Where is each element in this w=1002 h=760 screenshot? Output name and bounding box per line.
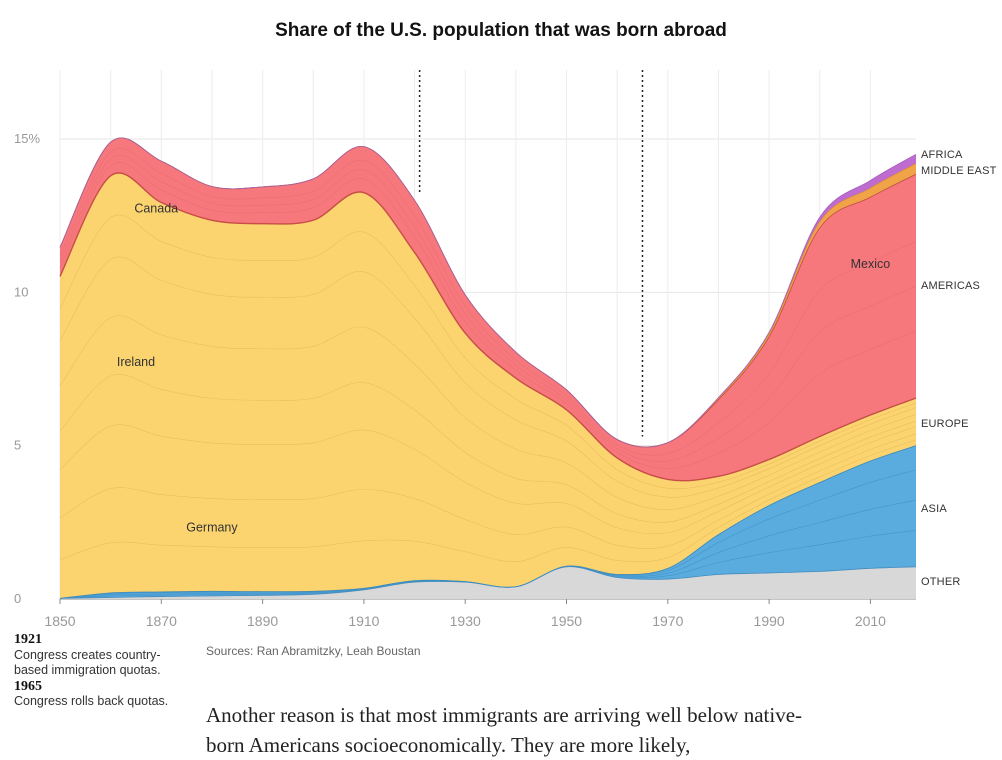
americas-subline (59, 155, 917, 462)
europe-subline (59, 424, 917, 535)
y-tick-label: 15% (14, 131, 40, 146)
note-1921: 1921 Congress creates country-based immi… (14, 632, 174, 679)
area-europe (60, 172, 916, 599)
europe-subline (59, 214, 917, 490)
x-tick-label: 1930 (450, 613, 481, 629)
chart-title: Share of the U.S. population that was bo… (275, 20, 727, 41)
region-label-africa: AFRICA (921, 149, 963, 161)
marker-lines (418, 70, 644, 437)
europe-subline (59, 374, 917, 523)
axes: 15% 10 5 0 1850 1870 1890 1910 1930 1950 1970 1990 2… (14, 131, 886, 629)
annotation-notes: 1921 Congress creates country-based immi… (14, 632, 174, 710)
europe-subline (59, 439, 917, 563)
region-label-other: OTHER (921, 576, 961, 588)
y-tick-label: 0 (14, 591, 21, 606)
note-year: 1965 (14, 678, 42, 694)
x-tick-label: 1990 (754, 613, 785, 629)
europe-subline (59, 433, 917, 549)
country-label: Germany (186, 521, 238, 535)
source-credit: Sources: Ran Abramitzky, Leah Boustan (206, 644, 421, 658)
region-label-americas: AMERICAS (921, 280, 980, 292)
article-paragraph: Another reason is that most immigrants a… (206, 703, 803, 757)
note-text: Congress creates country-based immigrati… (14, 647, 161, 678)
area-layers (59, 137, 917, 599)
area-chart: 15% 10 5 0 1850 1870 1890 1910 1930 1950 1970 1990 2… (14, 70, 997, 629)
layer-boundary (59, 137, 917, 448)
note-year: 1921 (14, 632, 42, 647)
series-labels: Canada Ireland Germany Mexico AFRICA MIDDLE E… (117, 149, 997, 588)
region-label-asia: ASIA (921, 503, 947, 515)
y-tick-label: 10 (14, 284, 28, 299)
europe-subline (59, 315, 917, 510)
note-1965: 1965 Congress rolls back quotas. (14, 679, 174, 710)
x-tick-label: 1890 (247, 613, 278, 629)
note-text: Congress rolls back quotas. (14, 694, 169, 708)
x-tick-label: 1970 (652, 613, 683, 629)
country-label: Mexico (851, 257, 891, 271)
x-tick-label: 1850 (44, 613, 75, 629)
layer-boundary (59, 172, 917, 482)
region-label-middle-east: MIDDLE EAST (921, 165, 997, 177)
x-tick-label: 2010 (855, 613, 886, 629)
x-tick-label: 1870 (146, 613, 177, 629)
region-label-europe: EUROPE (921, 418, 969, 430)
europe-subline (59, 256, 917, 498)
country-label: Canada (134, 202, 178, 216)
americas-subline (59, 162, 917, 469)
area-other (60, 566, 916, 599)
area-asia (60, 445, 916, 599)
asia-subline (59, 469, 917, 599)
x-tick-label: 1950 (551, 613, 582, 629)
americas-subline (59, 148, 917, 456)
x-tick-label: 1910 (348, 613, 379, 629)
country-label: Ireland (117, 355, 155, 369)
y-tick-label: 5 (14, 438, 21, 453)
